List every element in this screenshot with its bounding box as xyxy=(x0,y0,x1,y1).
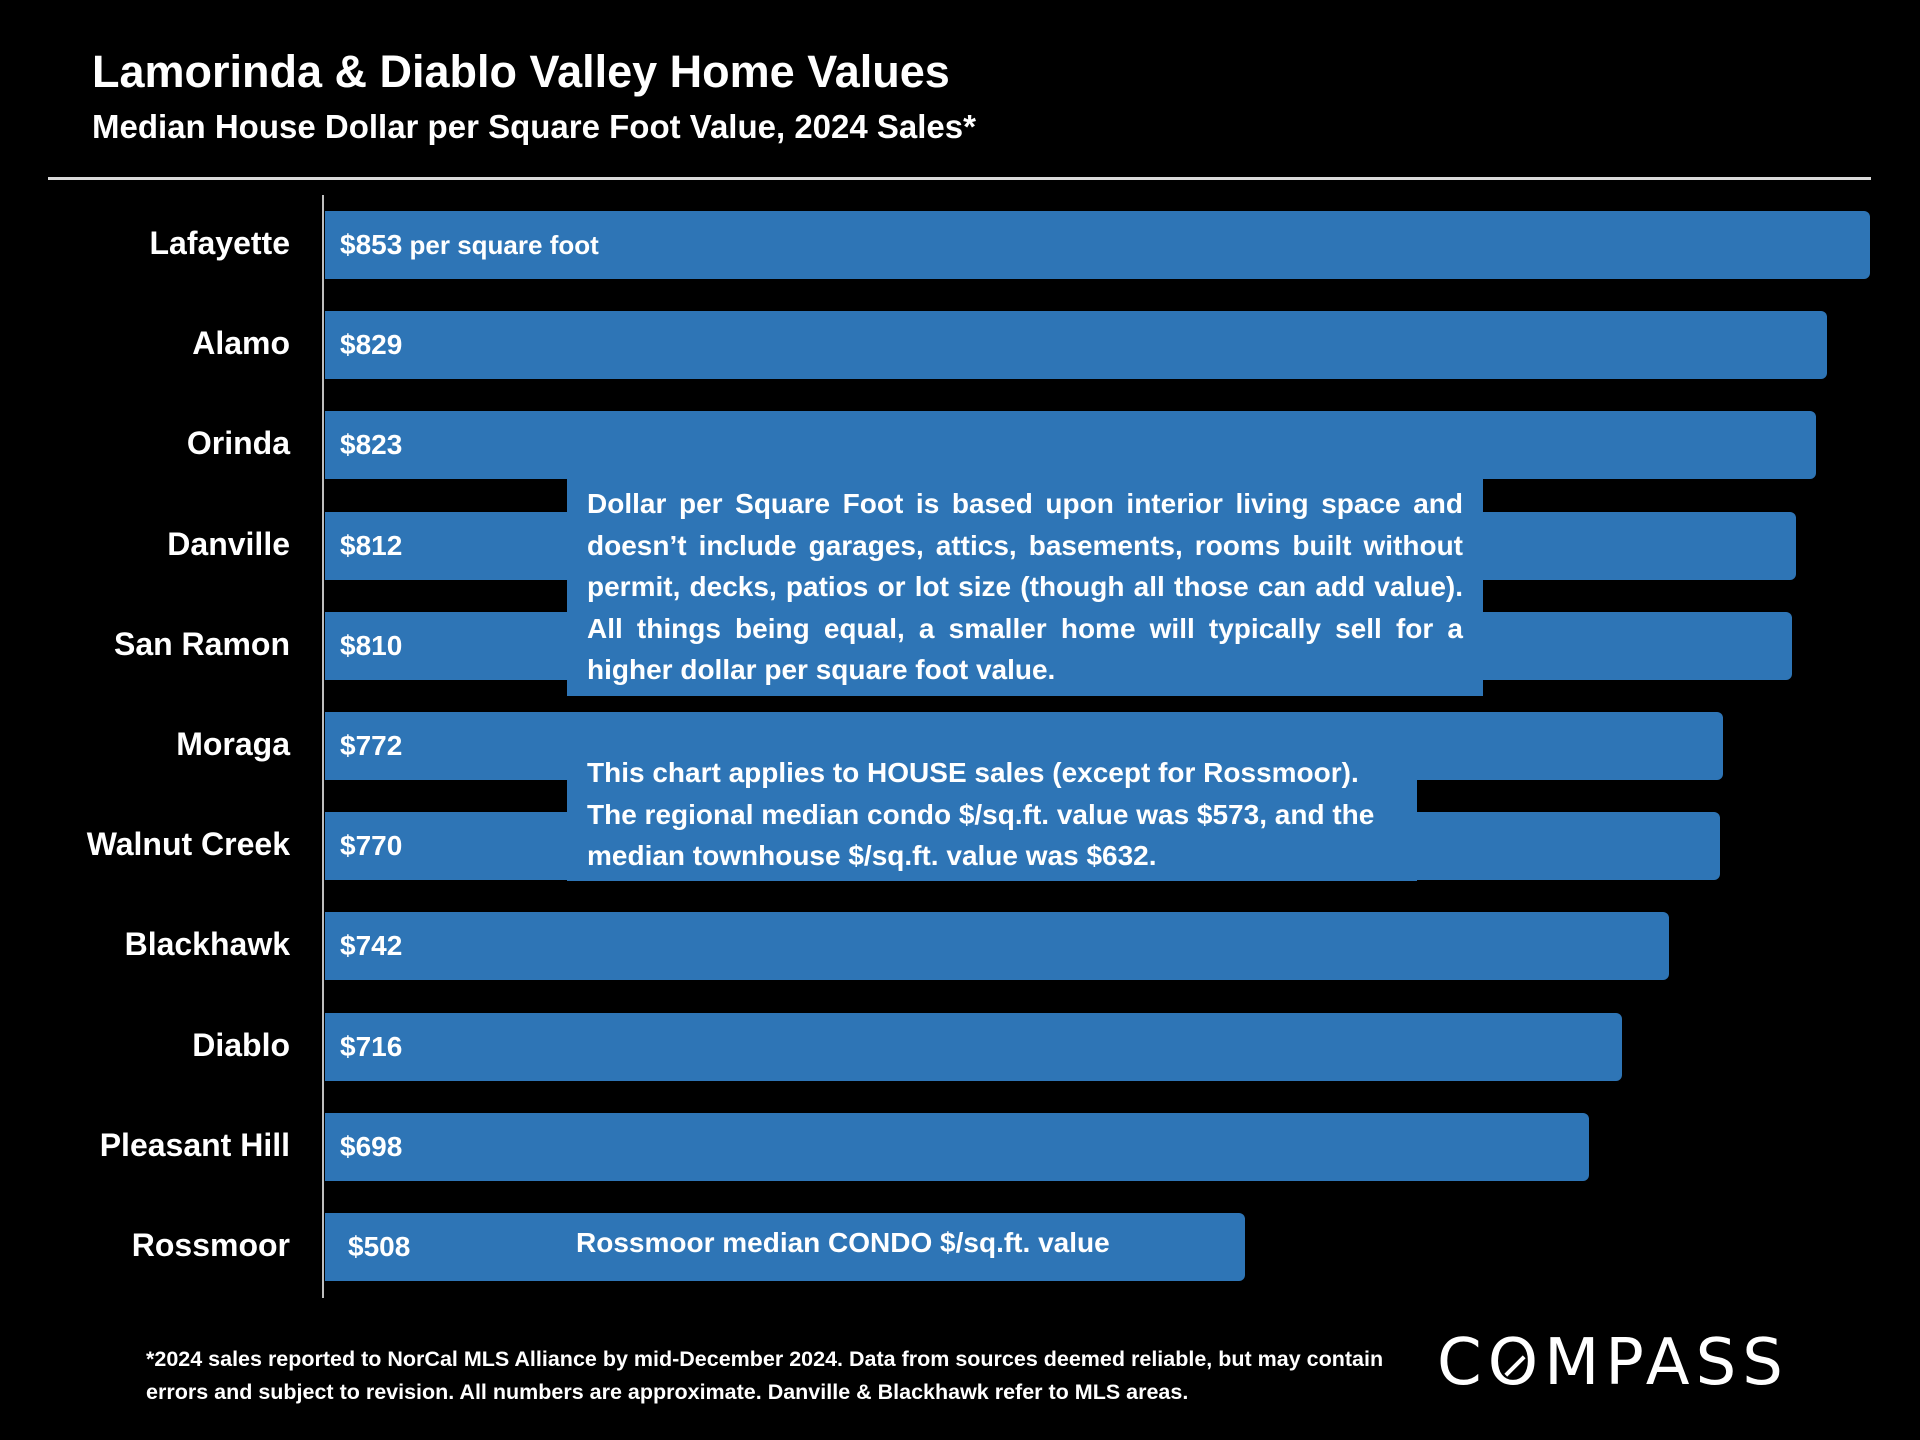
category-label-blackhawk: Blackhawk xyxy=(124,926,290,963)
footnote: *2024 sales reported to NorCal MLS Allia… xyxy=(146,1347,1384,1404)
bar-diablo xyxy=(325,1012,1622,1081)
definition-note: Dollar per Square Foot is based upon int… xyxy=(567,478,1483,696)
value-label-rossmoor: $508 xyxy=(348,1231,411,1262)
chart-subtitle: Median House Dollar per Square Foot Valu… xyxy=(92,108,976,145)
value-label-lafayette: $853 per square foot xyxy=(340,229,599,260)
bar-pleasant-hill xyxy=(325,1112,1590,1181)
value-label-blackhawk: $742 xyxy=(340,930,403,962)
value-label-orinda: $823 xyxy=(340,429,403,461)
category-label-danville: Danville xyxy=(167,525,290,562)
value-label-pleasant-hill: $698 xyxy=(340,1130,403,1162)
logo-text-pre: C xyxy=(1437,1326,1488,1400)
house-sales-note: This chart applies to HOUSE sales (excep… xyxy=(567,747,1417,881)
category-label-pleasant-hill: Pleasant Hill xyxy=(99,1126,290,1163)
category-label-alamo: Alamo xyxy=(192,325,290,362)
bar-orinda xyxy=(325,411,1816,480)
value-label-suffix: per square foot xyxy=(402,230,599,260)
value-label-danville: $812 xyxy=(340,529,403,561)
logo-text-post: MPASS xyxy=(1544,1326,1789,1400)
value-label-alamo: $829 xyxy=(340,329,403,361)
title-divider xyxy=(48,177,1871,180)
bar-lafayette xyxy=(325,211,1870,279)
bar-rossmoor xyxy=(325,1213,1246,1281)
category-label-diablo: Diablo xyxy=(192,1026,290,1063)
category-label-moraga: Moraga xyxy=(176,726,290,762)
compass-logo: COMPASS xyxy=(1437,1326,1789,1400)
value-label-diablo: $716 xyxy=(340,1030,403,1062)
value-label-san-ramon: $810 xyxy=(340,629,403,661)
value-label-walnut-creek: $770 xyxy=(340,830,403,862)
bar-blackhawk xyxy=(325,912,1669,981)
category-label-lafayette: Lafayette xyxy=(149,225,291,261)
bar-alamo xyxy=(325,311,1827,380)
category-label-orinda: Orinda xyxy=(186,425,290,462)
category-axis-line xyxy=(322,195,324,1298)
chart-title: Lamorinda & Diablo Valley Home Values xyxy=(92,46,950,97)
category-label-walnut-creek: Walnut Creek xyxy=(86,826,290,863)
rossmoor-condo-note: Rossmoor median CONDO $/sq.ft. value xyxy=(576,1227,1110,1258)
value-label-moraga: $772 xyxy=(340,730,403,761)
category-label-rossmoor: Rossmoor xyxy=(131,1227,290,1263)
logo-o: O xyxy=(1487,1326,1545,1400)
category-label-san-ramon: San Ramon xyxy=(113,625,290,662)
